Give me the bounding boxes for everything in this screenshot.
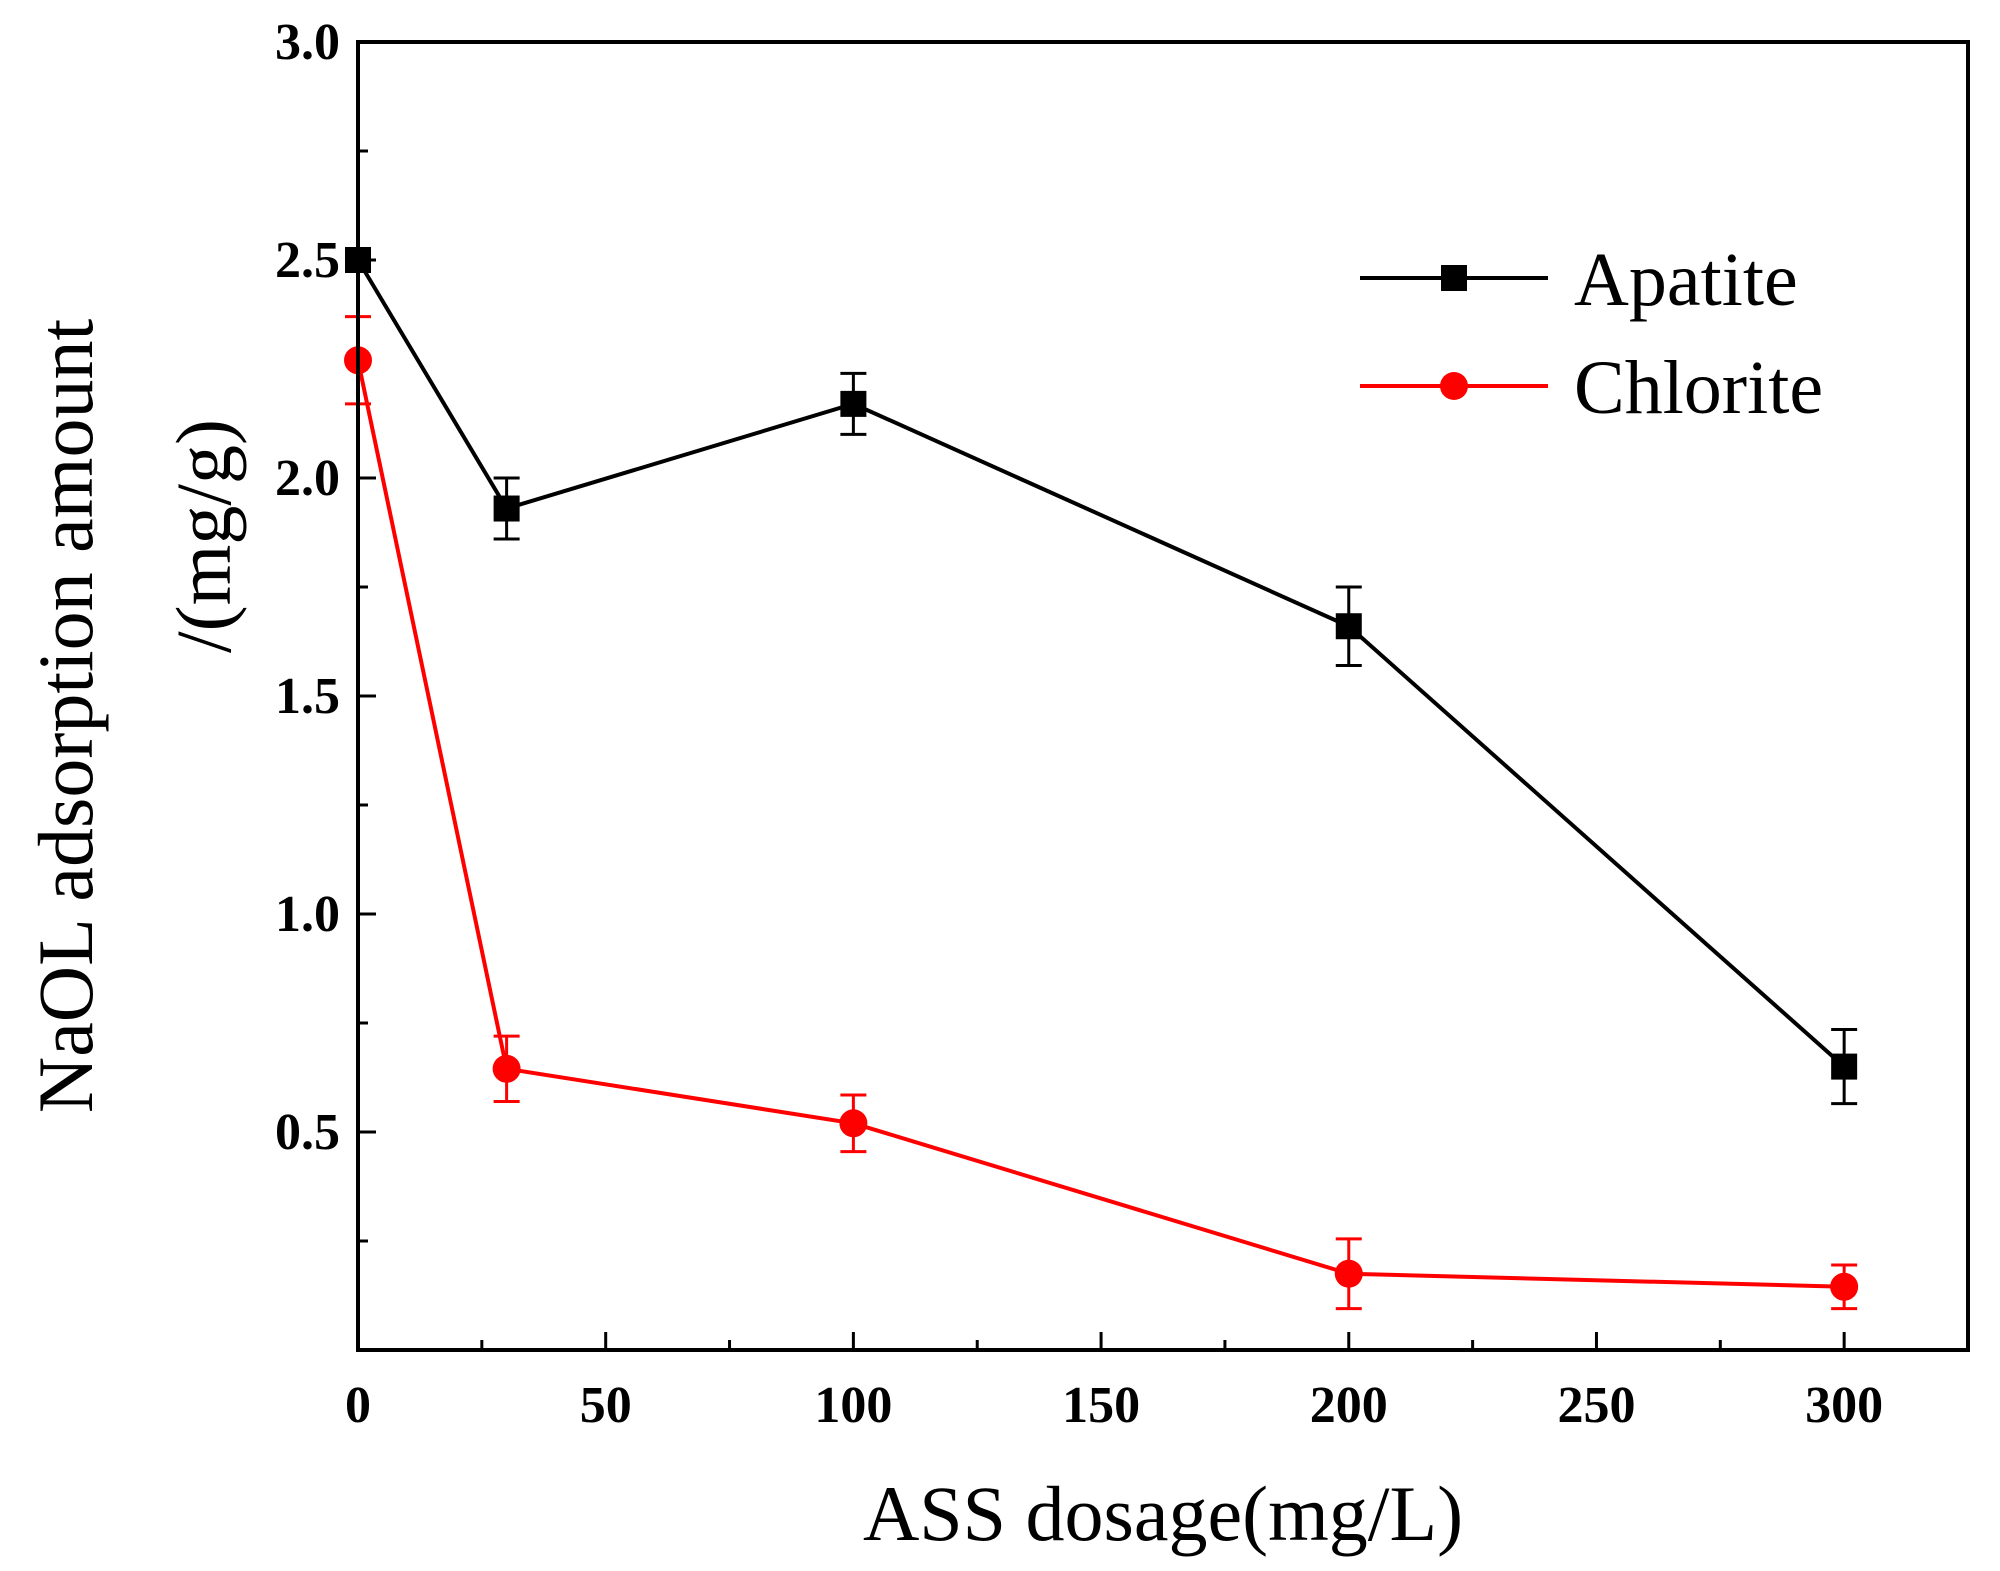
plot-frame — [356, 40, 1970, 1352]
x-tick-label: 250 — [1557, 1377, 1635, 1434]
x-tick-label: 200 — [1310, 1377, 1388, 1434]
legend: Apatite Chlorite — [1360, 238, 1823, 430]
data-point — [492, 1054, 521, 1083]
y-tick-label: 1.0 — [275, 886, 340, 943]
y-tick-label: 1.5 — [275, 668, 340, 725]
data-point — [840, 390, 867, 417]
data-point — [1335, 613, 1362, 640]
data-point — [493, 495, 520, 522]
legend-label: Apatite — [1574, 238, 1798, 322]
legend-item-apatite: Apatite — [1360, 238, 1798, 322]
y-tick-label: 3.0 — [275, 14, 340, 71]
data-point — [1830, 1272, 1859, 1301]
y-axis-title-line2: /(mg/g) — [160, 419, 247, 653]
x-axis-title: ASS dosage(mg/L) — [863, 1470, 1463, 1557]
x-tick-label: 100 — [814, 1377, 892, 1434]
legend-marker — [1440, 372, 1468, 400]
data-point — [1334, 1259, 1363, 1288]
x-tick-label: 300 — [1805, 1377, 1883, 1434]
data-point — [839, 1109, 868, 1138]
x-tick-label: 50 — [580, 1377, 632, 1434]
legend-marker — [1441, 265, 1467, 291]
y-axis-title-line1: NaOL adsorption amount — [22, 319, 109, 1114]
x-tick-label: 150 — [1062, 1377, 1140, 1434]
y-tick-label: 0.5 — [275, 1104, 340, 1161]
y-tick-label: 2.5 — [275, 232, 340, 289]
y-tick-label: 2.0 — [275, 450, 340, 507]
legend-label: Chlorite — [1574, 346, 1823, 430]
data-point — [1831, 1053, 1858, 1080]
labels-layer: ASS dosage(mg/L) NaOL adsorption amount … — [22, 14, 1883, 1557]
legend-item-chlorite: Chlorite — [1360, 346, 1823, 430]
x-tick-label: 0 — [345, 1377, 371, 1434]
